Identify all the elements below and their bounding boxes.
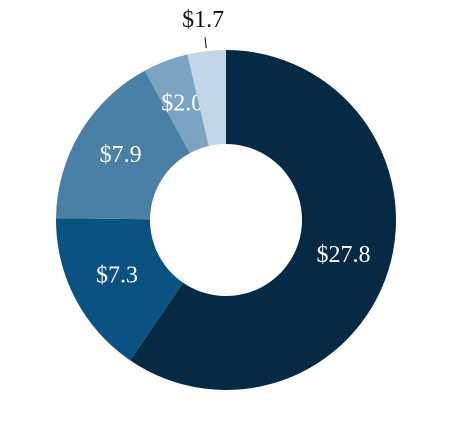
slice	[56, 70, 190, 220]
slice-label: $7.9	[100, 142, 142, 168]
slice-label: $7.3	[96, 262, 138, 288]
leader-line	[204, 37, 207, 49]
slice-label: $1.7	[182, 7, 224, 33]
slice	[144, 54, 209, 154]
slice	[130, 50, 397, 391]
slice	[56, 218, 184, 361]
slice-label: $2.0	[161, 91, 203, 117]
slice-label: $27.8	[317, 242, 371, 268]
slice	[187, 50, 226, 146]
